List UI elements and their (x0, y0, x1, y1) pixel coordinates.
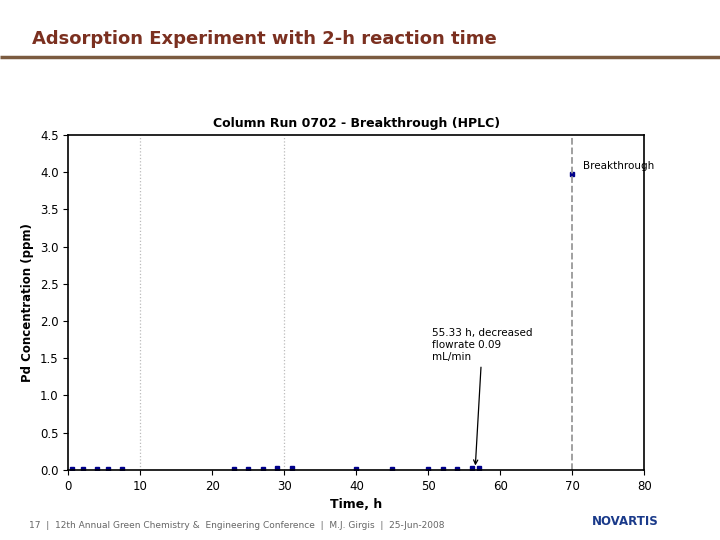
X-axis label: Time, h: Time, h (330, 498, 382, 511)
Text: 17  |  12th Annual Green Chemistry &  Engineering Conference  |  M.J. Girgis  | : 17 | 12th Annual Green Chemistry & Engin… (29, 521, 444, 530)
Title: Column Run 0702 - Breakthrough (HPLC): Column Run 0702 - Breakthrough (HPLC) (213, 117, 500, 130)
Y-axis label: Pd Concentration (ppm): Pd Concentration (ppm) (22, 223, 35, 382)
Text: Adsorption Experiment with 2-h reaction time: Adsorption Experiment with 2-h reaction … (32, 30, 497, 48)
Text: NOVARTIS: NOVARTIS (592, 515, 659, 528)
Text: 55.33 h, decreased
flowrate 0.09
mL/min: 55.33 h, decreased flowrate 0.09 mL/min (432, 328, 533, 464)
Text: Breakthrough: Breakthrough (583, 161, 654, 171)
